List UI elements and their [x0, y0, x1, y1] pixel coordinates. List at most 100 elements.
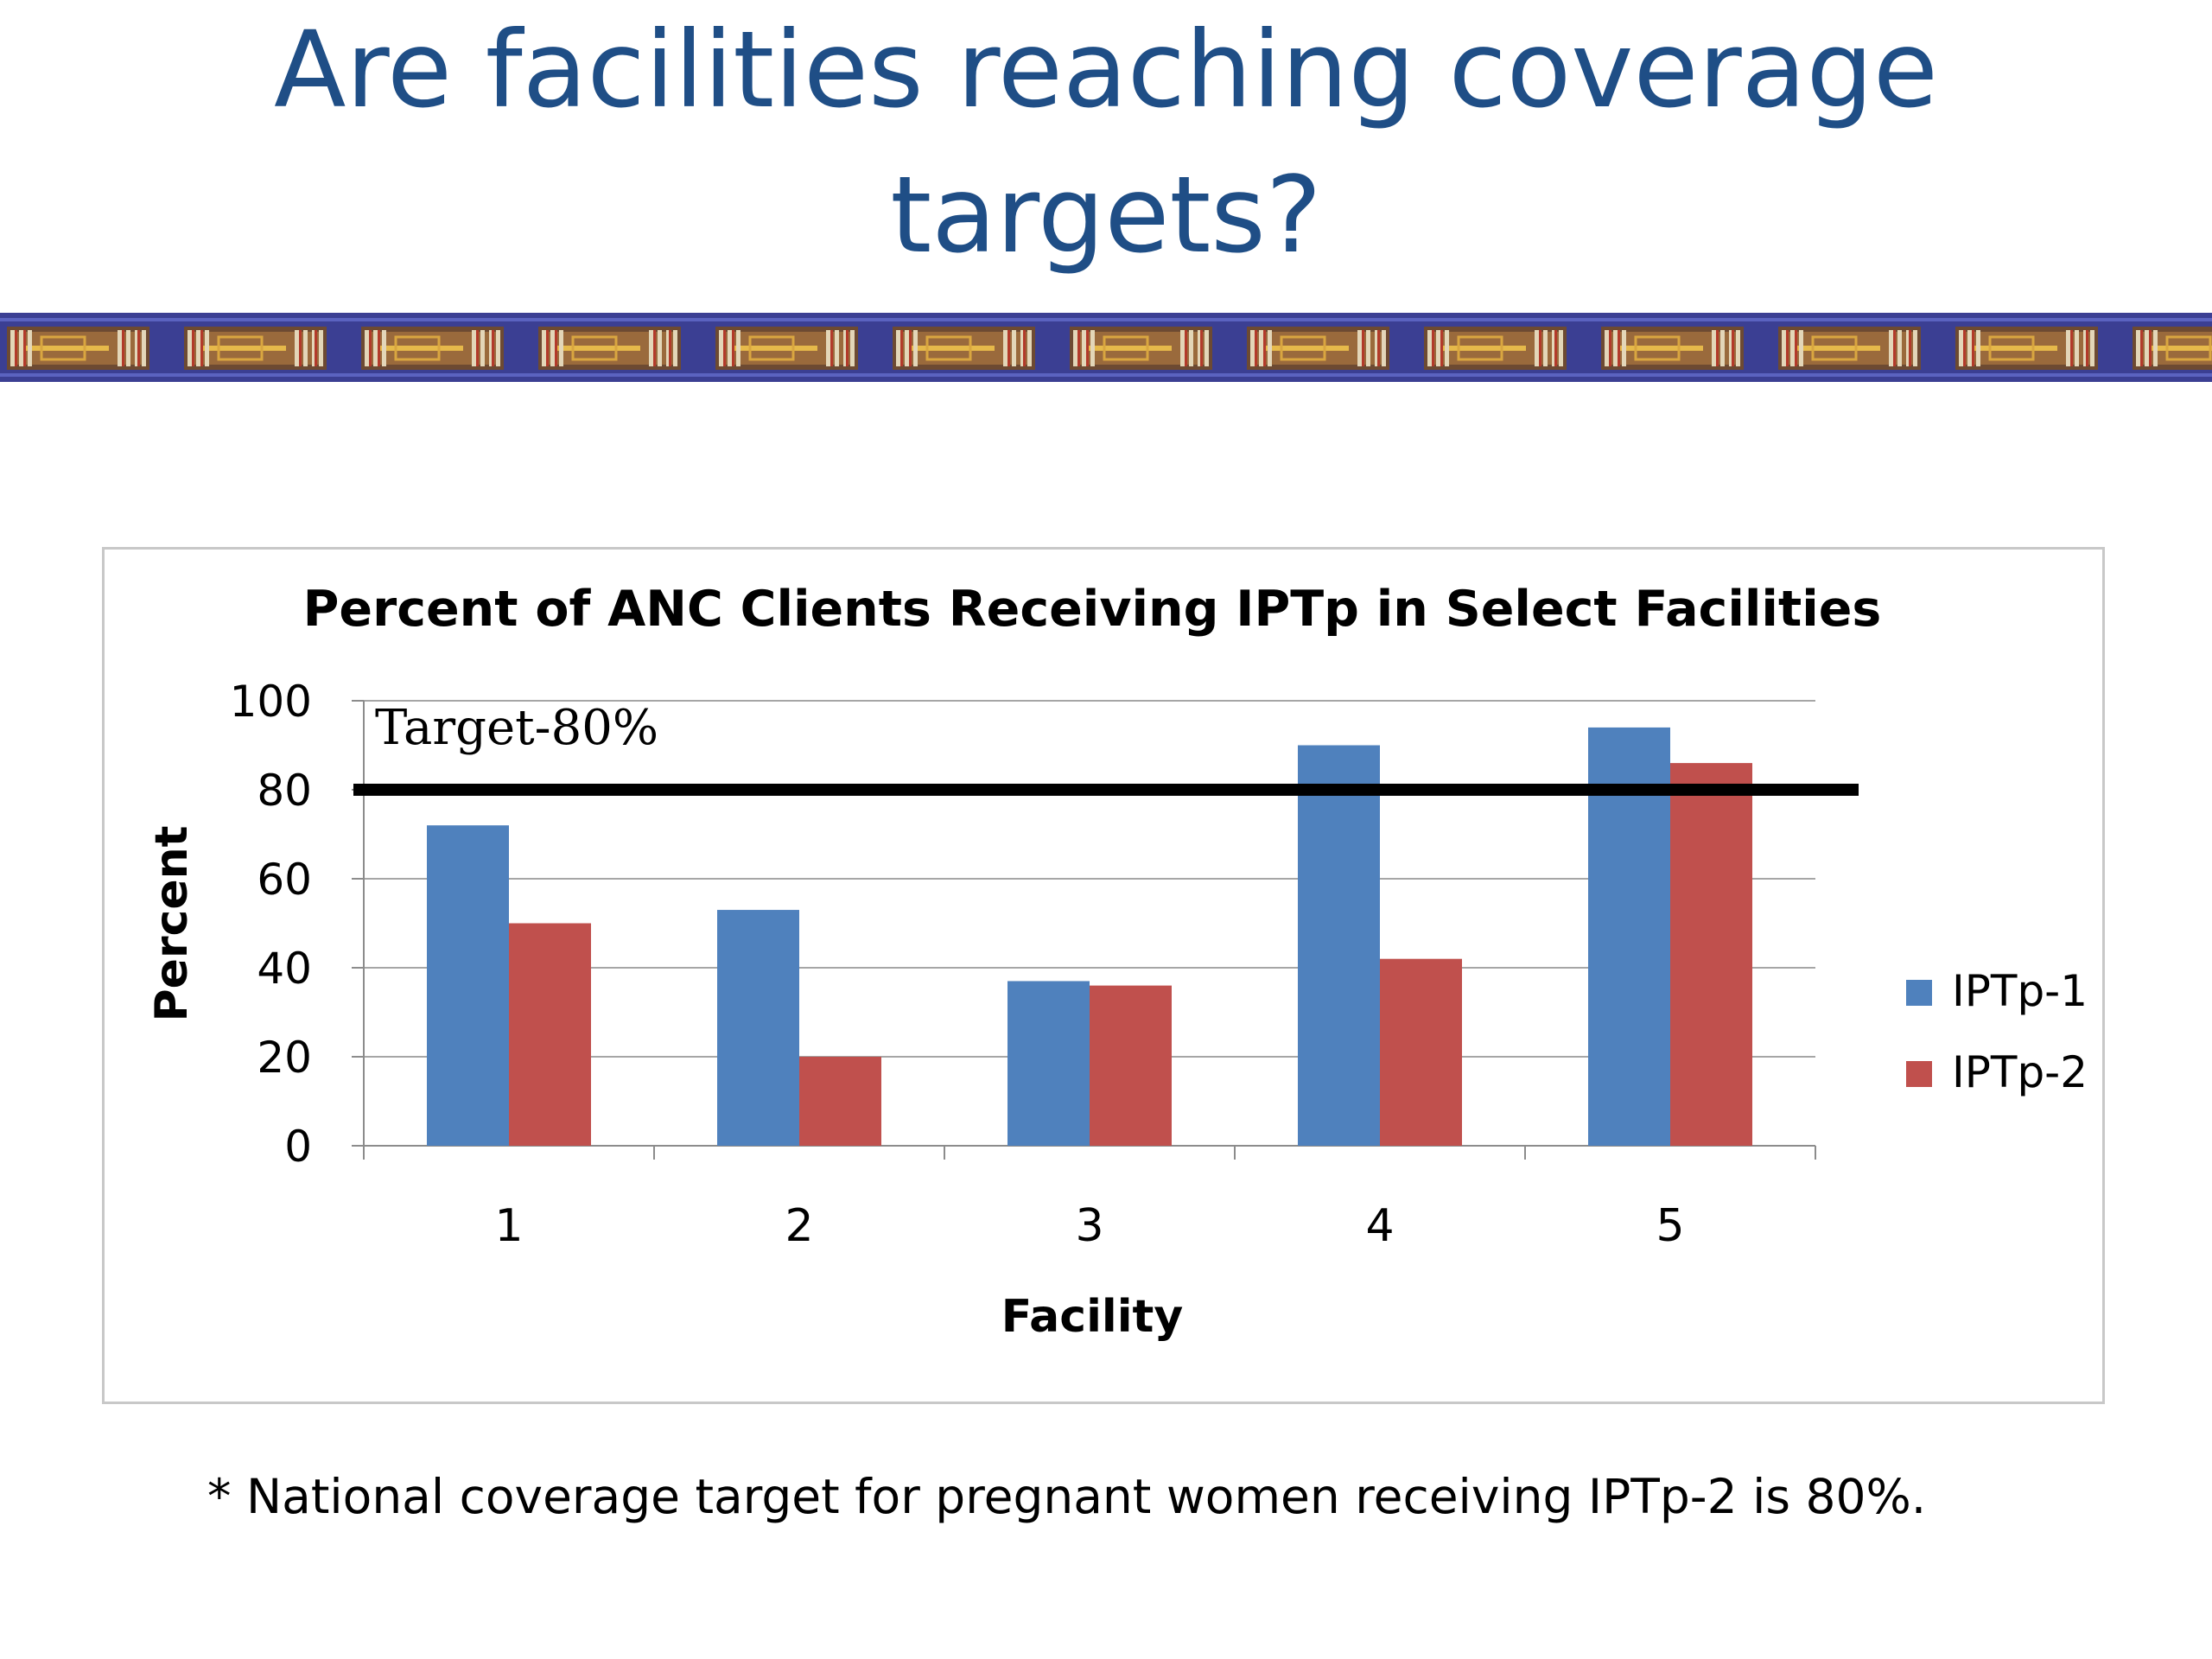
motif-light-bar	[649, 330, 653, 366]
motif-light-bar	[19, 330, 23, 366]
motif-gold-stripe	[731, 346, 817, 351]
motif-light-bar	[1250, 330, 1255, 366]
motif-light-bar	[1913, 330, 1917, 366]
motif-light-bar	[1976, 330, 1980, 366]
motif-light-bar	[719, 330, 723, 366]
footnote: * National coverage target for pregnant …	[207, 1469, 1927, 1524]
motif-light-bar	[142, 330, 146, 366]
motif-red-bar	[122, 330, 124, 366]
motif-light-bar	[1559, 330, 1563, 366]
motif-light-bar	[1012, 330, 1016, 366]
motif-red-bar	[1963, 330, 1966, 366]
motif-gold-stripe	[377, 346, 463, 351]
motif-light-bar	[118, 330, 122, 366]
motif-light-bar	[303, 330, 308, 366]
motif-light-bar	[1436, 330, 1440, 366]
motif-light-bar	[658, 330, 662, 366]
motif-light-bar	[1003, 330, 1007, 366]
kente-motif	[1247, 327, 1389, 370]
motif-light-bar	[28, 330, 32, 366]
motif-gold-stripe	[1085, 346, 1172, 351]
chart-container: Percent of ANC Clients Receiving IPTp in…	[102, 547, 2105, 1404]
motif-light-bar	[1967, 330, 1972, 366]
motif-red-bar	[909, 330, 912, 366]
x-tick-label: 2	[785, 1200, 813, 1252]
motif-light-bar	[1180, 330, 1185, 366]
motif-light-bar	[1897, 330, 1902, 366]
bar-iptp-2-facility-5	[1670, 763, 1752, 1146]
motif-light-bar	[1552, 330, 1556, 366]
bar-chart: Percent of ANC Clients Receiving IPTp in…	[146, 581, 2088, 1343]
motif-gold-frame	[1103, 335, 1149, 361]
motif-light-bar	[673, 330, 677, 366]
motif-light-bar	[1543, 330, 1548, 366]
chart-title: Percent of ANC Clients Receiving IPTp in…	[303, 581, 1882, 638]
motif-light-bar	[205, 330, 209, 366]
motif-red-bar	[378, 330, 380, 366]
kente-motif	[538, 327, 681, 370]
motif-gold-stripe	[1794, 346, 1880, 351]
motif-red-bar	[546, 330, 549, 366]
kente-motif	[1601, 327, 1744, 370]
motif-red-bar	[1554, 330, 1557, 366]
motif-light-bar	[1020, 330, 1025, 366]
motif-light-bar	[1782, 330, 1786, 366]
motif-red-bar	[1972, 330, 1974, 366]
motif-light-bar	[1790, 330, 1795, 366]
y-tick-label: 20	[257, 1033, 312, 1083]
motif-red-bar	[846, 330, 849, 366]
motif-red-bar	[1023, 330, 1026, 366]
motif-red-bar	[2086, 330, 2088, 366]
y-tick-label: 60	[257, 855, 312, 905]
motif-light-bar	[1073, 330, 1077, 366]
motif-red-bar	[653, 330, 656, 366]
motif-light-bar	[1259, 330, 1263, 366]
motif-gold-stripe	[908, 346, 995, 351]
motif-red-bar	[1795, 330, 1797, 366]
motif-red-bar	[1200, 330, 1203, 366]
motif-light-bar	[850, 330, 855, 366]
motif-light-bar	[1889, 330, 1893, 366]
motif-light-bar	[365, 330, 369, 366]
bar-iptp-1-facility-1	[427, 825, 509, 1146]
motif-gold-stripe	[2148, 346, 2212, 351]
bar-iptp-1-facility-4	[1298, 745, 1380, 1146]
kente-motif	[2133, 327, 2212, 370]
motif-red-bar	[1618, 330, 1620, 366]
kente-motif	[1424, 327, 1567, 370]
kente-motif	[7, 327, 149, 370]
motif-light-bar	[188, 330, 192, 366]
motif-light-bar	[2066, 330, 2070, 366]
motif-red-bar	[1609, 330, 1611, 366]
x-tick-label: 4	[1365, 1200, 1394, 1252]
kente-motif	[184, 327, 327, 370]
motif-gold-frame	[571, 335, 618, 361]
motif-red-bar	[1362, 330, 1364, 366]
motif-light-bar	[1799, 330, 1803, 366]
bar-iptp-2-facility-4	[1380, 958, 1462, 1146]
y-axis-title: Percent	[146, 826, 198, 1022]
motif-light-bar	[2083, 330, 2088, 366]
motif-light-bar	[489, 330, 493, 366]
bar-iptp-1-facility-2	[717, 910, 799, 1146]
motif-gold-stripe	[1440, 346, 1526, 351]
bar-iptp-2-facility-1	[509, 923, 591, 1146]
motif-light-bar	[312, 330, 316, 366]
motif-light-bar	[2136, 330, 2140, 366]
motif-red-bar	[1716, 330, 1719, 366]
motif-light-bar	[135, 330, 139, 366]
x-axis-title: Facility	[1001, 1291, 1184, 1343]
motif-red-bar	[1185, 330, 1187, 366]
motif-light-bar	[542, 330, 546, 366]
legend-swatch-iptp-2	[1906, 1061, 1932, 1087]
motif-red-bar	[732, 330, 734, 366]
motif-light-bar	[1375, 330, 1379, 366]
slide-title: Are facilities reaching coverage targets…	[0, 0, 2212, 285]
motif-light-bar	[826, 330, 830, 366]
motif-light-bar	[896, 330, 900, 366]
motif-light-bar	[480, 330, 485, 366]
motif-gold-stripe	[1262, 346, 1349, 351]
motif-light-bar	[126, 330, 130, 366]
motif-light-bar	[1613, 330, 1618, 366]
motif-light-bar	[1605, 330, 1609, 366]
